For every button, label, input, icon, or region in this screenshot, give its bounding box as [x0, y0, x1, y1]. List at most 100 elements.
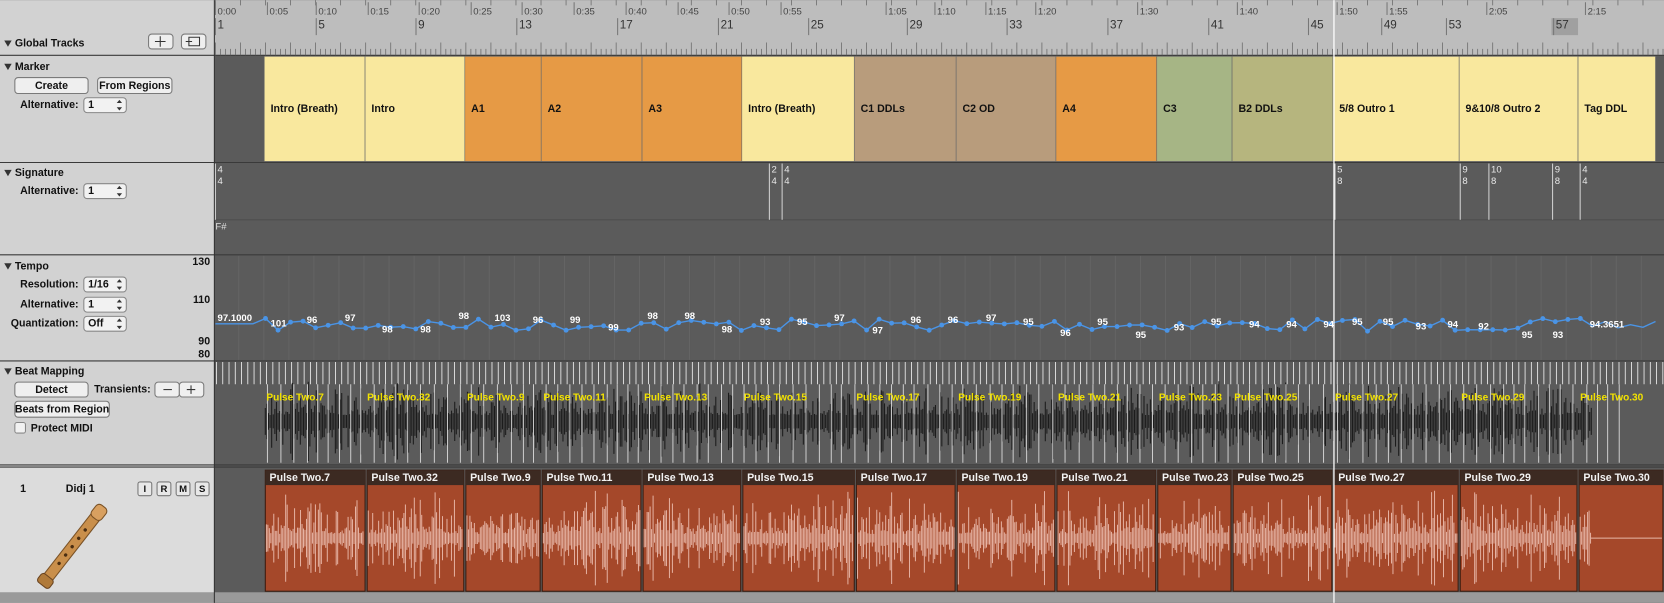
button-icon[interactable]	[154, 36, 166, 47]
region-waveform[interactable]	[856, 492, 955, 584]
button-face[interactable]	[97, 77, 173, 95]
transient-button[interactable]	[178, 381, 205, 398]
region-name[interactable]: Pulse Two.27	[1338, 472, 1405, 484]
track-button-label[interactable]: R	[161, 484, 168, 495]
region-body[interactable]	[1578, 469, 1664, 592]
region-waveform[interactable]	[743, 491, 853, 585]
popup-menu[interactable]: Off	[83, 315, 127, 332]
audio-region[interactable]: Pulse Two.13	[642, 469, 742, 592]
region-header[interactable]	[1579, 470, 1663, 486]
region-header[interactable]	[542, 470, 641, 486]
region-waveform[interactable]	[367, 492, 463, 584]
header-button[interactable]	[180, 33, 207, 50]
region-header[interactable]	[1460, 470, 1577, 486]
audio-region[interactable]: Pulse Two.23	[1157, 469, 1232, 592]
region-name[interactable]: Pulse Two.9	[470, 472, 531, 484]
region-waveform[interactable]	[1334, 490, 1458, 586]
popup-value[interactable]: 1	[88, 298, 94, 310]
popup-face[interactable]	[83, 183, 127, 200]
button-face[interactable]	[14, 381, 89, 398]
popup-value[interactable]: Off	[88, 318, 104, 330]
region-waveform[interactable]	[466, 512, 539, 564]
region-body[interactable]	[1056, 469, 1157, 592]
popup-menu[interactable]: 1	[83, 97, 127, 114]
region-waveform[interactable]	[1158, 498, 1230, 578]
header-button[interactable]	[148, 33, 174, 50]
audio-region[interactable]: Pulse Two.17	[855, 469, 956, 592]
audio-region[interactable]: Pulse Two.32	[366, 469, 465, 592]
track-button-label[interactable]: M	[179, 484, 187, 495]
region-waveform[interactable]	[957, 491, 1054, 586]
checkbox-box[interactable]	[14, 421, 26, 434]
button[interactable]: Create	[14, 77, 89, 95]
region-name[interactable]: Pulse Two.11	[547, 472, 613, 484]
region-name[interactable]: Pulse Two.29	[1464, 472, 1531, 484]
button-face[interactable]	[175, 481, 191, 497]
audio-region[interactable]: Pulse Two.25	[1232, 469, 1333, 592]
popup-arrows[interactable]	[116, 279, 123, 290]
button-face[interactable]	[14, 77, 89, 95]
button-icon[interactable]	[185, 36, 201, 47]
track-button[interactable]: S	[194, 481, 210, 497]
region-header[interactable]	[1157, 470, 1232, 486]
track-button[interactable]: R	[156, 481, 172, 497]
transient-button[interactable]	[154, 381, 180, 398]
button-face[interactable]	[194, 481, 210, 497]
button-label[interactable]: Beats from Region	[15, 404, 109, 416]
region-waveform[interactable]	[1057, 491, 1154, 586]
region-body[interactable]	[1459, 469, 1578, 592]
checkbox[interactable]: Protect MIDI	[14, 421, 93, 435]
track-button-label[interactable]: S	[199, 484, 205, 495]
track-button-label[interactable]: I	[144, 484, 147, 495]
button-face[interactable]	[156, 481, 172, 497]
button-label[interactable]: Detect	[35, 384, 68, 396]
button[interactable]: Detect	[14, 381, 89, 398]
popup-arrows[interactable]	[116, 318, 123, 330]
popup-face[interactable]	[83, 276, 127, 293]
region-waveform[interactable]	[542, 490, 641, 586]
audio-region[interactable]: Pulse Two.15	[742, 469, 855, 592]
region-body[interactable]	[1232, 469, 1333, 592]
button-label[interactable]: From Regions	[99, 80, 170, 92]
region-name[interactable]: Pulse Two.13	[647, 472, 714, 484]
popup-value[interactable]: 1/16	[88, 278, 109, 290]
region-waveform[interactable]	[643, 495, 740, 581]
track-button[interactable]: I	[137, 481, 153, 497]
popup-face[interactable]	[83, 97, 127, 114]
region-body[interactable]	[541, 469, 642, 592]
button[interactable]: Beats from Region	[14, 400, 110, 418]
popup-arrows[interactable]	[116, 299, 123, 310]
audio-region[interactable]: Pulse Two.30	[1578, 469, 1664, 592]
region-name[interactable]: Pulse Two.21	[1061, 472, 1128, 484]
button-icon[interactable]	[186, 385, 196, 394]
popup-menu[interactable]: 1	[83, 296, 127, 313]
region-header[interactable]	[465, 470, 541, 486]
audio-region[interactable]: Pulse Two.21	[1056, 469, 1157, 592]
region-name[interactable]: Pulse Two.30	[1583, 472, 1650, 484]
region-body[interactable]	[1157, 469, 1232, 592]
region-header[interactable]	[856, 470, 956, 486]
region-waveform[interactable]	[1579, 510, 1662, 566]
region-name[interactable]: Pulse Two.25	[1237, 472, 1304, 484]
region-waveform[interactable]	[1233, 495, 1330, 582]
audio-region[interactable]: Pulse Two.11	[541, 469, 642, 592]
region-header[interactable]	[1333, 470, 1459, 486]
region-header[interactable]	[957, 470, 1055, 486]
region-header[interactable]	[367, 470, 464, 486]
region-name[interactable]: Pulse Two.17	[861, 472, 928, 484]
region-name[interactable]: Pulse Two.32	[371, 472, 438, 484]
popup-menu[interactable]: 1/16	[83, 276, 127, 293]
region-waveform[interactable]	[265, 494, 364, 582]
popup-arrows[interactable]	[116, 99, 123, 111]
popup-value[interactable]: 1	[88, 185, 94, 197]
button-face[interactable]	[180, 33, 207, 50]
region-header[interactable]	[742, 470, 855, 486]
popup-face[interactable]	[83, 315, 127, 332]
audio-region[interactable]: Pulse Two.29	[1459, 469, 1578, 592]
popup-menu[interactable]: 1	[83, 183, 127, 200]
region-name[interactable]: Pulse Two.19	[961, 472, 1028, 484]
track-button[interactable]: M	[175, 481, 191, 497]
region-name[interactable]: Pulse Two.15	[747, 472, 814, 484]
button-face[interactable]	[14, 400, 110, 418]
region-waveform[interactable]	[1460, 492, 1577, 584]
